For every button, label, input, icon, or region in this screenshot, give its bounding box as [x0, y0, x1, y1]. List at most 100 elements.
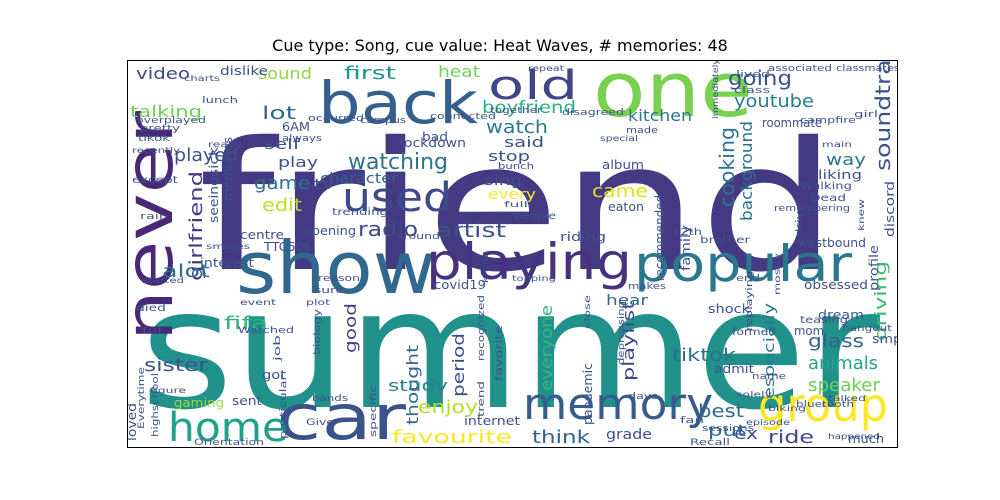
word-sessions: sessions [702, 424, 754, 434]
word-particular: particular [279, 375, 289, 439]
word-campfire: campfire [800, 116, 857, 126]
word-died: died [136, 303, 166, 314]
word-biology: biology [313, 308, 323, 355]
word-walking: Walking [800, 181, 852, 192]
word-album: album [602, 158, 644, 172]
word-dislike: dislike [220, 64, 268, 78]
word-internet: internet [464, 414, 520, 428]
word-home: home [168, 405, 288, 447]
word-enjoy: enjoy [418, 397, 478, 418]
word-girl: girl [854, 110, 878, 120]
word-friend: friend [198, 104, 838, 311]
word-12th: 12th [672, 227, 702, 238]
word-soundtrack: soundtrack [871, 61, 895, 171]
word-think: think [532, 427, 591, 447]
word-ride: ride [768, 427, 814, 447]
word-group: group [758, 378, 888, 432]
word-car: car [276, 381, 407, 447]
word-lunch: lunch [202, 96, 238, 106]
word-said: said [504, 135, 544, 151]
word-except: except [132, 175, 178, 186]
word-name: name [752, 372, 787, 382]
word-roommate: roommate [762, 116, 822, 130]
word-trending: trending [332, 207, 388, 218]
word-associated: associated [768, 64, 832, 74]
word-specific: specific [369, 385, 379, 437]
word-stop: stop [488, 149, 530, 165]
word-obsessed: obsessed [804, 278, 868, 292]
word-speaker: speaker [808, 375, 881, 396]
word-every: every [488, 187, 536, 203]
word-everytime: Everytime [137, 366, 147, 429]
word-lot: lot [262, 103, 296, 124]
chart-title: Cue type: Song, cue value: Heat Waves, #… [272, 36, 728, 55]
word-6am: 6AM [282, 120, 310, 134]
word-campus: campus [360, 116, 406, 126]
word-family: family [679, 225, 693, 271]
word-recognized: recognized [477, 295, 487, 361]
word-knew: knew [857, 198, 866, 231]
word-especially: especially [762, 303, 778, 399]
word-watch: watch [486, 117, 548, 138]
word-old: old [488, 63, 578, 109]
word-self: self [264, 137, 302, 153]
word-one: one [593, 61, 753, 134]
word-cooking: cooking [715, 127, 739, 207]
word-drive: drive [795, 202, 805, 237]
word-recently: recently [132, 146, 180, 155]
word-full: full [504, 200, 528, 209]
word-used: used [342, 175, 452, 221]
word-talked: talked [828, 394, 866, 403]
word-recall: Recall [690, 438, 730, 447]
word-hear: hear [606, 293, 648, 309]
word-artist: artist [436, 218, 506, 242]
word-job: job [273, 334, 283, 362]
word-centre: centre [240, 228, 284, 242]
word-girlfriend: girlfriend [186, 171, 207, 281]
word-good: good [341, 303, 360, 353]
word-memory: memory [523, 379, 713, 430]
word-play: play [278, 155, 318, 171]
word-dead: Dead [810, 193, 846, 204]
word-bands: bands [312, 394, 348, 404]
word-episode: episode [746, 418, 790, 427]
word-overplayed: overplayed [136, 116, 206, 126]
word-put: put [708, 421, 746, 440]
word-occurred: occurred [308, 114, 364, 124]
word-way: way [826, 150, 866, 169]
word-much: much [848, 432, 884, 446]
word-first: first [344, 63, 396, 84]
word-back: back [318, 69, 478, 137]
word-ex: ex [734, 424, 758, 443]
word-summer: summer [140, 254, 881, 447]
word-opening: opening [304, 224, 356, 238]
word-character: character [320, 171, 398, 187]
word-fifa: fifa [224, 313, 268, 334]
word-covid19: covid19 [434, 278, 486, 292]
word-fan: fan [680, 416, 704, 426]
word-game: game [254, 173, 310, 194]
word-never: never [128, 110, 188, 341]
word-mom: mom [794, 324, 824, 338]
word-video: video [136, 64, 190, 83]
word-around: around [396, 232, 440, 242]
word-show: show [236, 226, 436, 310]
word-sound: sound [258, 64, 312, 83]
word-got: got [262, 368, 286, 382]
word-depressing: depressing [617, 301, 627, 365]
word-people: people [514, 211, 556, 222]
word-watched: Watched [238, 326, 294, 336]
word-sing: sing [484, 173, 522, 189]
word-favourite: favourite [392, 427, 512, 447]
word-repeat: repeat [528, 64, 564, 73]
word-charts: charts [184, 74, 220, 83]
word-smores: smores [206, 242, 250, 251]
word-disagreed: disagreed [562, 108, 624, 118]
word-shock: shock [708, 302, 750, 316]
word-made: made [626, 126, 659, 136]
word-brother: brother [700, 235, 751, 246]
word-loved: loved [128, 403, 139, 441]
word-highschool: highschool [151, 373, 161, 437]
word-class: class [734, 86, 770, 96]
word-profile: profile [867, 245, 881, 291]
